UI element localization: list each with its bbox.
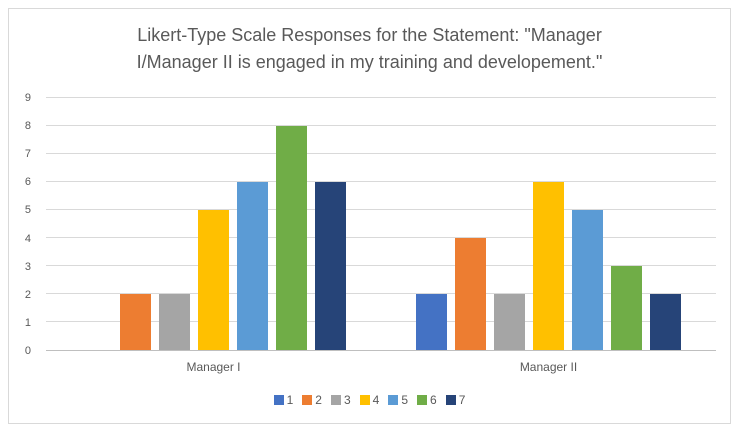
y-tick-label-4: 4 [24, 232, 31, 245]
legend-swatch-6 [417, 395, 428, 405]
legend-item-2: 2 [302, 394, 322, 406]
legend-label-7: 7 [458, 393, 466, 407]
gridline-6 [46, 181, 716, 182]
legend-item-4: 4 [359, 393, 380, 407]
y-tick-label-3: 3 [24, 260, 31, 273]
gridline-8 [46, 125, 716, 126]
bar-group-manager-ii [381, 98, 716, 350]
legend-item-7: 7 [445, 393, 466, 407]
legend-label-6: 6 [430, 393, 437, 407]
legend-swatch-4 [359, 395, 370, 405]
y-tick-label-1: 1 [24, 316, 31, 329]
legend-label-2: 2 [315, 393, 322, 407]
gridline-4 [46, 237, 716, 238]
chart-title: Likert-Type Scale Responses for the Stat… [9, 22, 730, 76]
bar-series-5-manager-ii [572, 210, 603, 350]
y-tick-label-8: 8 [24, 120, 31, 133]
gridline-5 [46, 209, 716, 210]
bar-series-3-manager-i [159, 294, 190, 350]
gridline-9 [46, 97, 716, 98]
gridline-7 [46, 153, 716, 154]
legend-swatch-7 [445, 395, 456, 405]
x-category-label-manager-i: Manager I [186, 360, 241, 374]
bar-series-4-manager-ii [533, 182, 564, 350]
y-axis-labels: 0 1 2 3 4 5 6 7 8 9 [9, 92, 35, 357]
legend-label-3: 3 [343, 393, 351, 407]
legend-swatch-1 [273, 395, 284, 405]
legend-item-3: 3 [330, 393, 351, 407]
bar-series-7-manager-ii [650, 294, 681, 350]
bar-groups [46, 98, 716, 350]
chart-frame: Likert-Type Scale Responses for the Stat… [8, 8, 731, 424]
bar-series-5-manager-i [237, 182, 268, 350]
y-tick-label-9: 9 [24, 92, 31, 104]
legend-swatch-2 [302, 395, 313, 405]
gridline-2 [46, 293, 716, 294]
x-category-label-manager-ii: Manager II [519, 360, 578, 374]
y-tick-label-7: 7 [24, 148, 31, 161]
bar-series-2-manager-ii [455, 238, 486, 350]
bar-series-6-manager-i [276, 126, 307, 350]
y-tick-label-2: 2 [24, 288, 31, 301]
gridlines [46, 97, 716, 350]
legend-item-1: 1 [273, 393, 294, 407]
bar-series-1-manager-ii [416, 294, 447, 350]
legend-label-4: 4 [372, 393, 380, 407]
bar-group-manager-i [46, 98, 381, 350]
legend-label-5: 5 [401, 393, 409, 407]
plot-area [46, 97, 716, 351]
legend-label-1: 1 [286, 393, 294, 407]
chart-title-line-1: Likert-Type Scale Responses for the Stat… [137, 25, 602, 45]
y-tick-label-0: 0 [24, 345, 31, 357]
bar-series-4-manager-i [198, 210, 229, 350]
bar-series-7-manager-i [315, 182, 346, 350]
x-axis-labels: Manager I Manager II [46, 360, 716, 374]
legend-item-6: 6 [417, 394, 437, 406]
legend-swatch-5 [388, 395, 399, 405]
bar-series-6-manager-ii [611, 266, 642, 350]
gridline-1 [46, 321, 716, 322]
legend: 1 2 3 4 5 6 7 [9, 394, 730, 406]
legend-swatch-3 [330, 395, 341, 405]
bar-series-3-manager-ii [494, 294, 525, 350]
legend-item-5: 5 [388, 394, 408, 406]
y-tick-label-6: 6 [24, 176, 31, 189]
y-tick-label-5: 5 [24, 204, 31, 217]
gridline-3 [46, 265, 716, 266]
chart-title-line-2: I/Manager II is engaged in my training a… [136, 52, 603, 72]
bar-series-2-manager-i [120, 294, 151, 350]
